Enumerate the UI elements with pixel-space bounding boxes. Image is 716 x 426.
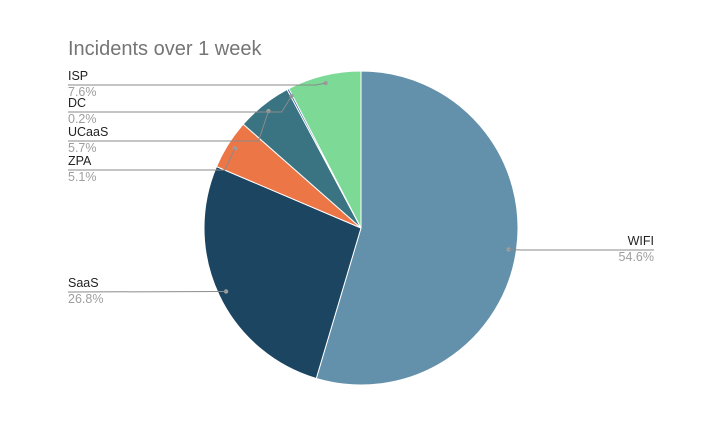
slice-label-saas: SaaS	[68, 276, 99, 290]
pie-labels: WIFI 54.6% SaaS 26.8% ZPA 5.1% UCaaS 5.7% DC 0.2%…	[67, 69, 654, 306]
pie-slice-wifi	[315, 70, 519, 386]
slice-value-isp: 7.6%	[68, 85, 97, 99]
leader-line-isp	[68, 82, 326, 86]
leader-line-ucaas	[68, 110, 269, 142]
leader-dot-saas	[223, 289, 229, 294]
slice-label-dc: DC	[68, 96, 86, 110]
leader-line-wifi	[508, 248, 654, 251]
slice-value-saas: 26.8%	[68, 292, 103, 306]
slice-label-wifi: WIFI	[628, 234, 654, 248]
slice-value-dc: 0.2%	[68, 112, 97, 126]
chart-title: Incidents over 1 week	[68, 38, 262, 60]
pie-slices	[203, 70, 519, 386]
slice-label-ucaas: UCaaS	[68, 125, 108, 139]
slice-value-wifi: 54.6%	[619, 250, 654, 264]
slice-value-zpa: 5.1%	[68, 170, 97, 184]
leader-line-dc	[68, 95, 293, 113]
leader-line-zpa	[68, 148, 236, 171]
slice-label-zpa: ZPA	[68, 154, 92, 168]
pie-slice-saas	[203, 165, 362, 380]
pie-slice-isp	[288, 70, 362, 229]
slice-value-ucaas: 5.7%	[68, 141, 97, 155]
slice-label-isp: ISP	[68, 69, 88, 83]
